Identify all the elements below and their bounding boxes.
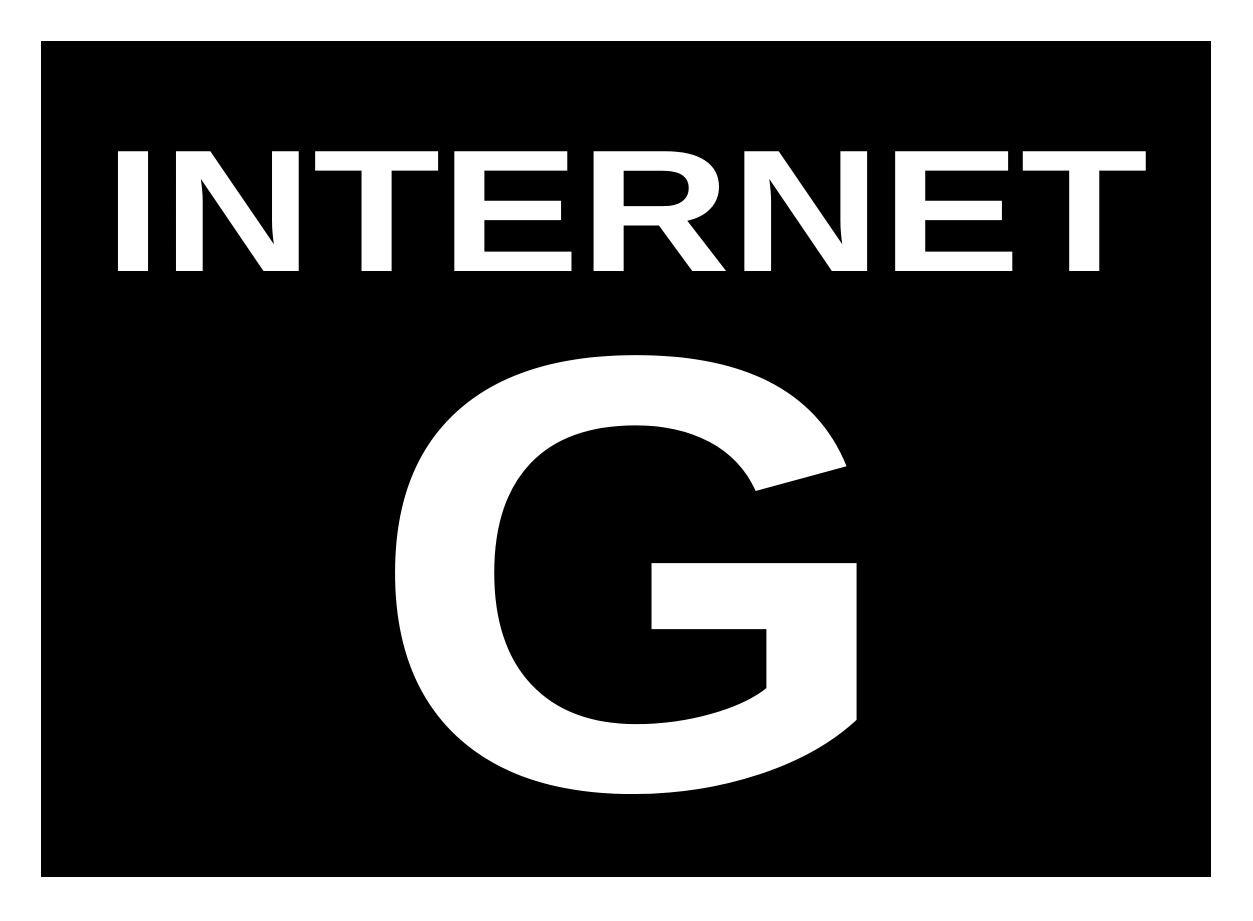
rating-label-box: INTERNET G [41, 41, 1211, 877]
rating-label-graphic: INTERNET G [104, 113, 1148, 877]
heading-text: INTERNET [104, 113, 1148, 308]
rating-letter: G [367, 228, 899, 877]
